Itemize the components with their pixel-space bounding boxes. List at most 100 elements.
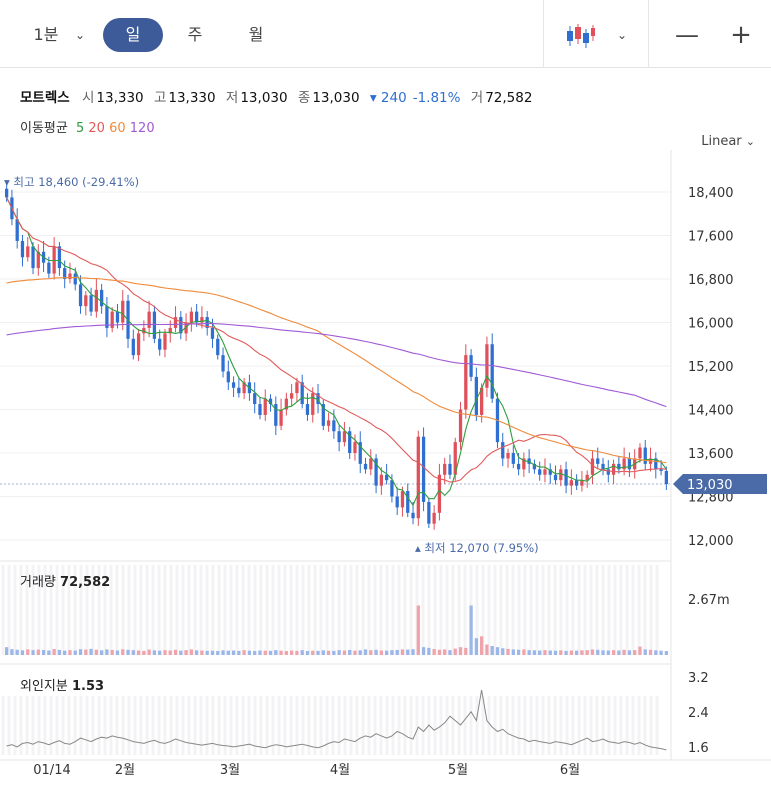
candle-body xyxy=(390,480,394,497)
volume-bar xyxy=(136,650,141,655)
volume-bar xyxy=(73,650,77,655)
ma-60-line xyxy=(6,277,667,464)
interval-label: 1분 xyxy=(33,25,59,44)
chart-type-button[interactable] xyxy=(560,18,600,52)
candle-body xyxy=(332,420,336,432)
candle-body xyxy=(474,376,478,415)
candle-body xyxy=(326,420,331,426)
candle-body xyxy=(490,344,494,399)
volume-bar xyxy=(606,650,610,655)
volume-bar xyxy=(395,649,399,655)
volume-bar xyxy=(121,649,125,655)
candle-body xyxy=(100,289,104,307)
interval-select[interactable]: 1분 xyxy=(22,18,70,52)
candle-body xyxy=(385,474,389,481)
moving-average-label: 이동평균 xyxy=(20,121,68,136)
candle-body xyxy=(516,463,521,470)
high-value: 13,330 xyxy=(168,90,216,106)
volume-bar xyxy=(47,650,51,655)
chart-type-chevron-down-icon[interactable]: ⌄ xyxy=(616,28,628,42)
volume-bar xyxy=(654,650,658,655)
tab-day[interactable]: 일 xyxy=(103,18,163,52)
candle-body xyxy=(205,317,209,328)
moving-average-legend[interactable]: 이동평균 5 20 60 120 xyxy=(20,117,155,136)
price-tick-label: 13,600 xyxy=(688,447,734,462)
volume-bar xyxy=(506,648,510,655)
volume-bar xyxy=(501,648,505,655)
candle-body xyxy=(553,474,558,481)
candle-body xyxy=(221,355,225,372)
tab-month[interactable]: 월 xyxy=(236,18,276,52)
candle-body xyxy=(532,463,537,470)
zoom-in-button[interactable]: + xyxy=(724,18,758,52)
candle-body xyxy=(548,469,552,475)
volume-bar xyxy=(63,650,67,655)
volume-tick-label: 2.67m xyxy=(688,593,730,608)
candle-body xyxy=(617,463,621,470)
candle-body xyxy=(131,338,135,356)
candle-body xyxy=(596,458,600,464)
candle-body xyxy=(5,188,9,198)
candle-body xyxy=(580,480,584,486)
volume-bar xyxy=(390,650,394,655)
tab-week[interactable]: 주 xyxy=(175,18,215,52)
volume-bar xyxy=(611,650,616,655)
candlestick-icon xyxy=(567,23,595,48)
volume-bar xyxy=(659,650,663,655)
volume-bar xyxy=(559,650,563,655)
volume-bar xyxy=(638,646,642,655)
volume-bar xyxy=(358,650,362,655)
candle-body xyxy=(263,398,267,415)
volume-bar xyxy=(596,649,600,655)
volume-bar xyxy=(575,650,579,655)
foreign-ratio-label: 외인지분 xyxy=(20,679,68,694)
candle-body xyxy=(321,404,325,426)
ratio-tick-label: 2.4 xyxy=(688,706,709,721)
zoom-out-button[interactable]: — xyxy=(670,18,704,52)
candle-body xyxy=(290,393,294,399)
candle-body xyxy=(432,512,436,524)
interval-chevron-down-icon[interactable]: ⌄ xyxy=(74,28,86,42)
volume-bar xyxy=(57,649,62,655)
volume-bar xyxy=(173,649,178,655)
volume-bar xyxy=(10,649,14,655)
volume-bar xyxy=(20,650,25,655)
volume-bar xyxy=(31,650,35,655)
volume-bar xyxy=(385,650,389,655)
candle-body xyxy=(47,262,51,274)
volume-bar xyxy=(553,650,558,655)
candle-body xyxy=(622,458,626,470)
volume-bar xyxy=(469,605,473,655)
volume-bar xyxy=(443,649,447,655)
volume-bar xyxy=(152,650,157,655)
volume-bar xyxy=(316,650,320,655)
x-tick-label: 3월 xyxy=(220,763,240,778)
candle-body xyxy=(31,246,35,269)
volume-bar xyxy=(453,648,457,655)
candle-body xyxy=(216,338,220,356)
change-percent: -1.81% xyxy=(412,90,461,106)
candle-body xyxy=(173,317,178,328)
candle-body xyxy=(506,453,510,459)
volume-bar xyxy=(427,647,431,655)
volume-bar xyxy=(548,650,552,655)
candle-body xyxy=(664,470,668,484)
volume-bar xyxy=(580,650,584,655)
candle-body xyxy=(226,371,230,383)
candle-body xyxy=(184,322,188,334)
candle-body xyxy=(179,317,183,334)
ma-60-label: 60 xyxy=(109,121,126,136)
candle-body xyxy=(458,409,463,443)
volume-bar xyxy=(379,650,383,655)
scale-select[interactable]: Linear ⌄ xyxy=(701,134,755,149)
candle-body xyxy=(152,311,157,339)
volume-bar xyxy=(527,650,531,655)
candle-body xyxy=(559,469,563,481)
candle-body xyxy=(73,273,77,285)
volume-bar xyxy=(590,649,595,655)
volume-bar xyxy=(448,650,452,655)
candle-body xyxy=(200,317,204,323)
volume-bar xyxy=(142,650,146,655)
candle-body xyxy=(363,463,368,470)
